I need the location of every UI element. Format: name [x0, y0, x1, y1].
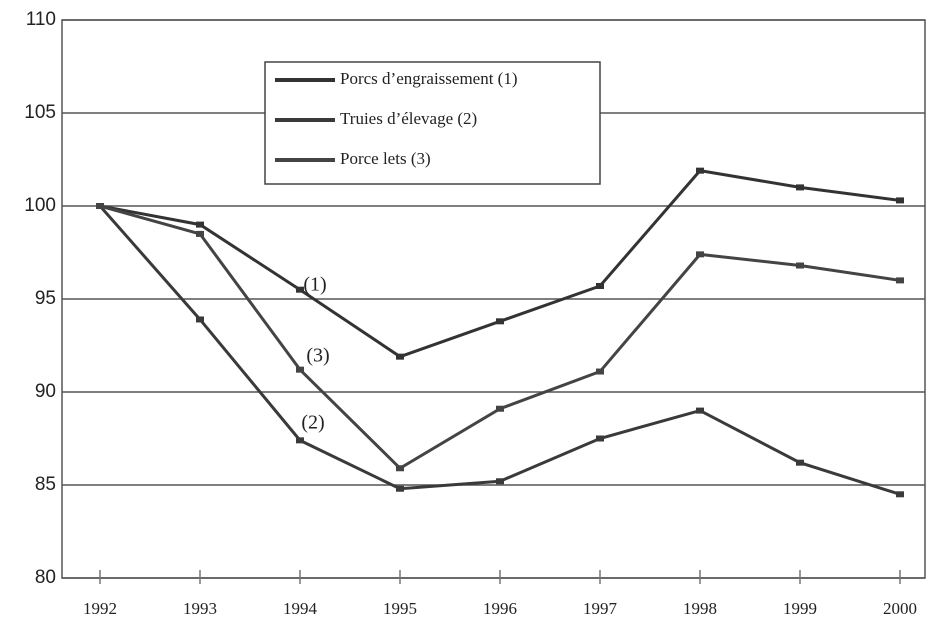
- point-marker: [696, 251, 704, 258]
- x-tick-label: 1999: [783, 599, 817, 618]
- annotation: (3): [306, 345, 329, 367]
- annotation: (2): [301, 412, 324, 434]
- point-marker: [596, 282, 604, 289]
- legend-label: Truies d’élevage (2): [340, 109, 477, 128]
- series-line: [99, 204, 901, 471]
- x-tick-label: 2000: [883, 599, 917, 618]
- point-marker: [896, 491, 904, 498]
- point-marker: [496, 478, 504, 485]
- point-marker: [696, 167, 704, 174]
- x-tick-label: 1993: [183, 599, 217, 618]
- point-marker: [796, 262, 804, 269]
- point-marker: [896, 277, 904, 284]
- x-tick-label: 1996: [483, 599, 517, 618]
- y-tick-label: 110: [26, 9, 56, 30]
- y-tick-label: 85: [35, 474, 56, 495]
- point-marker: [396, 465, 404, 472]
- annotation: (1): [303, 274, 326, 296]
- point-marker: [796, 184, 804, 191]
- point-marker: [196, 221, 204, 228]
- x-tick-label: 1994: [283, 599, 318, 618]
- point-marker: [196, 230, 204, 237]
- y-tick-label: 100: [24, 195, 56, 216]
- point-marker: [196, 316, 204, 323]
- y-tick-label: 95: [35, 288, 56, 309]
- x-tick-label: 1997: [583, 599, 618, 618]
- point-marker: [596, 435, 604, 442]
- legend-label: Porce lets (3): [340, 149, 431, 168]
- point-marker: [696, 407, 704, 414]
- point-marker: [596, 368, 604, 375]
- point-marker: [496, 405, 504, 412]
- x-tick-label: 1995: [383, 599, 417, 618]
- y-tick-label: 90: [35, 381, 56, 402]
- x-tick-label: 1998: [683, 599, 717, 618]
- point-marker: [96, 203, 104, 209]
- point-marker: [896, 197, 904, 204]
- x-tick-label: 1992: [83, 599, 117, 618]
- point-marker: [296, 437, 304, 444]
- plot-frame: [61, 19, 926, 579]
- legend-box: [264, 61, 601, 185]
- legend-label: Porcs d’engraissement (1): [340, 69, 518, 88]
- point-marker: [296, 366, 304, 373]
- point-marker: [296, 286, 304, 293]
- point-marker: [496, 318, 504, 325]
- point-marker: [796, 459, 804, 466]
- point-marker: [396, 485, 404, 492]
- point-marker: [396, 353, 404, 360]
- y-tick-label: 80: [35, 567, 56, 588]
- y-tick-label: 105: [24, 102, 56, 123]
- series-line: [98, 205, 901, 496]
